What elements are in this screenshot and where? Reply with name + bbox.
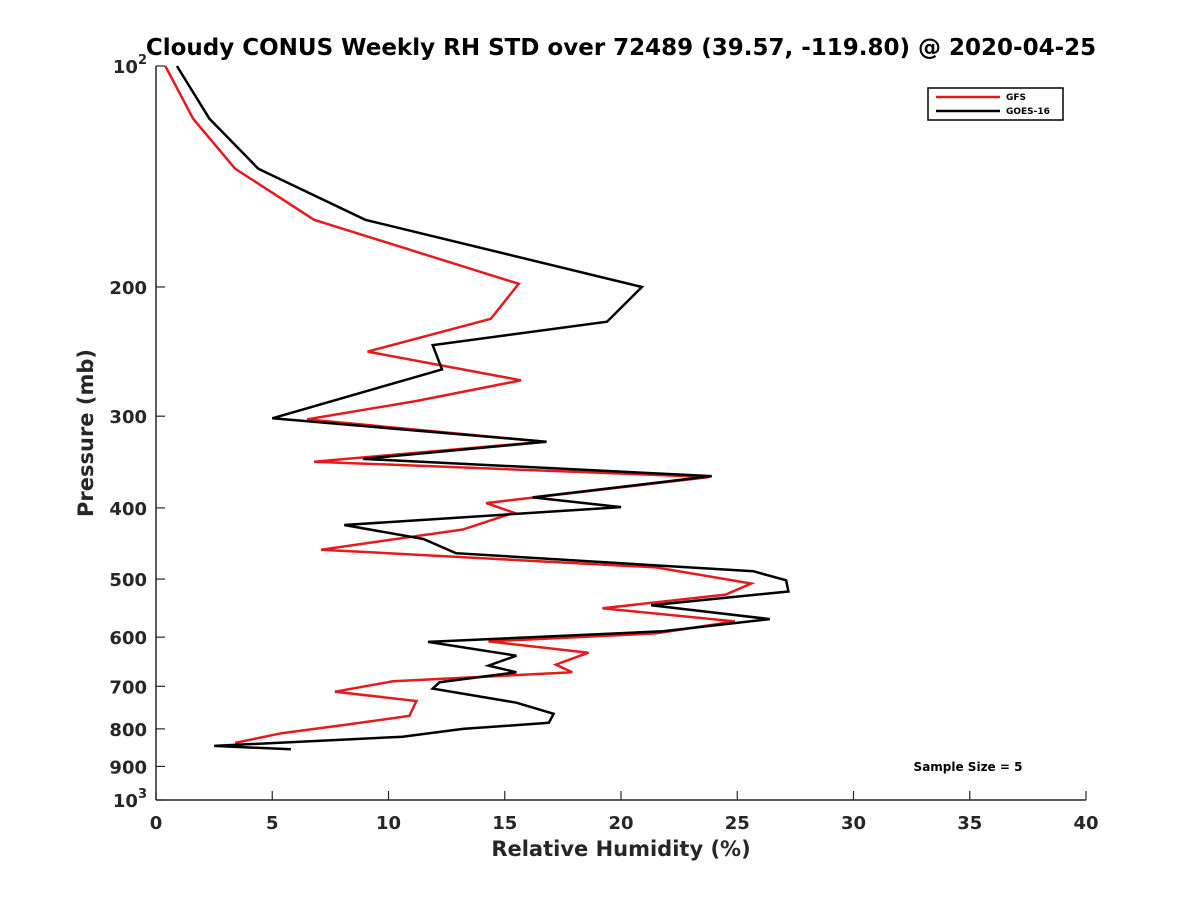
x-tick-label: 35	[957, 813, 982, 834]
x-tick-label: 20	[608, 813, 633, 834]
y-tick-label: 102	[113, 53, 147, 78]
y-tick-label: 700	[109, 677, 147, 698]
x-tick-label: 15	[492, 813, 517, 834]
y-tick-label: 600	[109, 628, 147, 649]
x-tick-label: 40	[1073, 813, 1098, 834]
x-axis-label: Relative Humidity (%)	[491, 837, 750, 861]
y-tick-label: 500	[109, 570, 147, 591]
legend-box	[927, 87, 1064, 121]
series-line-goes16	[175, 65, 790, 751]
x-tick-label: 5	[266, 813, 279, 834]
legend-label-goes16: GOES-16	[1006, 107, 1050, 117]
sample-size-annotation: Sample Size = 5	[914, 760, 1023, 774]
y-tick-label: 300	[109, 407, 147, 428]
x-axis-ticks: 0 5 10 15 20 25 30 35 40	[150, 791, 1099, 834]
y-axis-ticks: 102 200 300 400 500 600 700 800 900 103	[109, 53, 165, 812]
y-axis-label: Pressure (mb)	[74, 349, 98, 517]
y-tick-label: 800	[109, 720, 147, 741]
y-tick-label: 900	[109, 757, 147, 778]
series-layer	[164, 65, 790, 751]
y-tick-label: 103	[113, 787, 147, 812]
x-tick-label: 10	[376, 813, 401, 834]
series-line-gfs	[164, 65, 756, 745]
legend-label-gfs: GFS	[1006, 93, 1026, 103]
y-tick-label: 400	[109, 499, 147, 520]
y-tick-label: 200	[109, 278, 147, 299]
chart-title: Cloudy CONUS Weekly RH STD over 72489 (3…	[146, 35, 1096, 61]
x-tick-label: 25	[725, 813, 750, 834]
x-tick-label: 0	[150, 813, 163, 834]
x-tick-label: 30	[841, 813, 866, 834]
legend: GFS GOES-16	[927, 87, 1064, 121]
